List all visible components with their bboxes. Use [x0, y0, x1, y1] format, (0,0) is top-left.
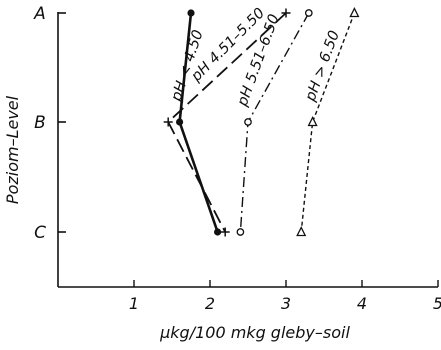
x-tick-label-1: 1 [129, 294, 139, 313]
series-4 [296, 7, 360, 237]
y-tick-label-a: A [33, 4, 46, 24]
series-2-point-a [281, 8, 291, 18]
series-layer [163, 7, 360, 237]
series-3-point-c [236, 228, 245, 236]
series-2-point-b [163, 117, 173, 127]
series-3-point-b [244, 118, 252, 126]
series-2 [163, 8, 291, 237]
series-4-point-c [296, 226, 307, 237]
y-ticks: A B C [33, 4, 66, 243]
series-4-point-b [307, 116, 318, 127]
series-4-label: pH > 6.50 [302, 29, 343, 105]
axes [57, 12, 438, 288]
series-1-point-c [214, 228, 222, 236]
x-axis-label: µkg/100 mkg gleby–soil [159, 323, 350, 342]
series-4-point-a [349, 7, 360, 18]
series-3 [236, 9, 313, 236]
y-tick-label-c: C [34, 223, 46, 243]
x-tick-label-3: 3 [281, 294, 291, 313]
series-1-point-b [176, 118, 184, 126]
y-axis-label: Poziom–Level [3, 95, 22, 204]
y-tick-label-b: B [34, 113, 46, 133]
series-3-point-a [304, 9, 313, 17]
x-ticks: 1 2 3 4 5 [129, 280, 441, 313]
series-1 [176, 9, 222, 236]
series-1-point-a [187, 9, 195, 17]
series-4-line [300, 12, 356, 233]
series-2-point-c [220, 227, 230, 237]
x-tick-label-4: 4 [357, 294, 367, 313]
x-tick-label-5: 5 [433, 294, 441, 313]
x-tick-label-2: 2 [205, 294, 215, 313]
